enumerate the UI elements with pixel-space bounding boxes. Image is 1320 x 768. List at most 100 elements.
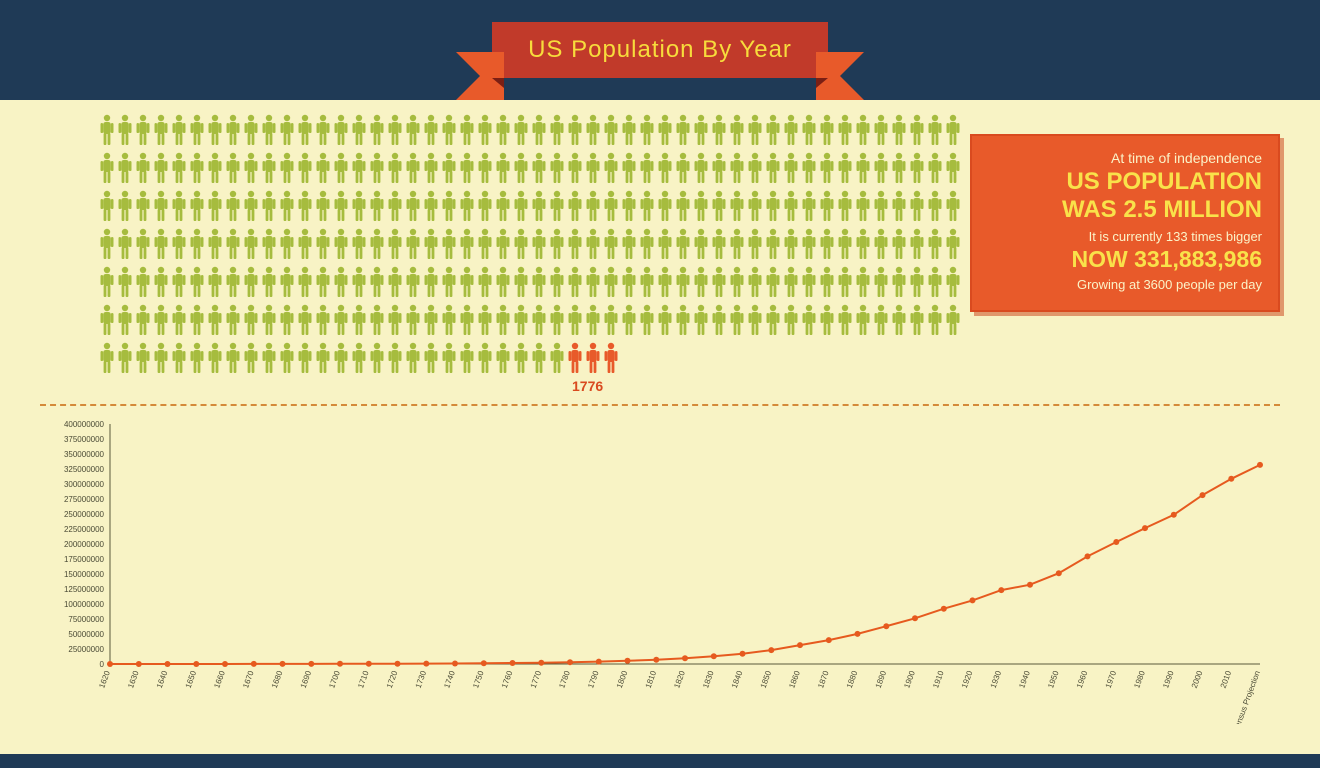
person-icon [730,228,744,260]
person-icon [190,342,204,374]
person-icon [280,190,294,222]
person-icon [460,342,474,374]
svg-text:100000000: 100000000 [64,600,105,609]
person-icon [694,152,708,184]
person-icon [280,304,294,336]
svg-text:1770: 1770 [529,669,544,689]
person-icon [820,114,834,146]
person-icon [136,304,150,336]
person-icon [316,342,330,374]
person-icon [568,190,582,222]
person-icon [766,114,780,146]
person-icon [424,228,438,260]
person-icon [136,190,150,222]
person-icon [910,114,924,146]
page-title: US Population By Year [528,36,792,63]
person-icon [388,152,402,184]
svg-text:225000000: 225000000 [64,525,105,534]
person-icon [100,190,114,222]
person-icon [856,152,870,184]
person-icon [298,228,312,260]
person-icon [136,152,150,184]
person-icon [154,304,168,336]
person-icon [406,342,420,374]
person-icon [370,152,384,184]
person-icon [226,228,240,260]
person-icon [244,342,258,374]
person-icon [334,304,348,336]
person-icon [352,190,366,222]
person-icon [172,228,186,260]
svg-text:1810: 1810 [644,669,659,689]
svg-text:1630: 1630 [126,669,141,689]
person-icon [172,190,186,222]
person-icon [748,114,762,146]
svg-text:1700: 1700 [327,669,342,689]
person-icon [226,304,240,336]
person-icon [370,342,384,374]
person-icon [946,190,960,222]
callout-line2b: WAS 2.5 MILLION [988,196,1262,224]
person-icon [352,152,366,184]
person-icon [658,266,672,298]
person-icon [316,114,330,146]
person-icon [568,228,582,260]
person-icon [694,190,708,222]
person-icon [820,190,834,222]
person-icon [604,114,618,146]
person-icon [424,114,438,146]
person-icon [226,266,240,298]
person-icon [388,304,402,336]
person-icon [316,266,330,298]
chart-svg: 0250000005000000075000000100000000125000… [50,414,1280,724]
person-icon [874,228,888,260]
person-icon [244,114,258,146]
person-icon [478,190,492,222]
person-icon [460,152,474,184]
person-icon-highlight [568,342,582,374]
person-icon [856,190,870,222]
person-icon [586,266,600,298]
person-icon [280,114,294,146]
person-icon [892,190,906,222]
title-ribbon: US Population By Year [492,22,828,78]
person-icon [820,266,834,298]
person-icon [514,342,528,374]
person-icon [496,152,510,184]
svg-text:1710: 1710 [356,669,371,689]
person-icon [154,152,168,184]
person-icon [676,152,690,184]
person-icon [352,114,366,146]
person-icon [262,190,276,222]
svg-text:1820: 1820 [672,669,687,689]
person-icon [154,114,168,146]
person-icon [856,304,870,336]
person-icon [838,190,852,222]
person-icon [190,114,204,146]
person-icon [874,304,888,336]
person-icon [334,114,348,146]
person-icon [334,190,348,222]
person-icon [532,266,546,298]
person-icon [712,228,726,260]
person-icon [604,304,618,336]
person-icon [820,304,834,336]
svg-text:1790: 1790 [586,669,601,689]
person-icon [640,304,654,336]
person-icon [514,152,528,184]
svg-text:1800: 1800 [615,669,630,689]
person-icon [910,228,924,260]
person-icon [298,342,312,374]
person-icon [658,190,672,222]
footer-band [0,754,1320,768]
person-icon [658,228,672,260]
person-icon [532,304,546,336]
svg-text:1980: 1980 [1132,669,1147,689]
person-icon [928,266,942,298]
person-icon [388,342,402,374]
person-icon [622,228,636,260]
person-icon [118,304,132,336]
person-icon [946,114,960,146]
person-icon [208,152,222,184]
stats-callout: At time of independence US POPULATION WA… [970,134,1280,312]
